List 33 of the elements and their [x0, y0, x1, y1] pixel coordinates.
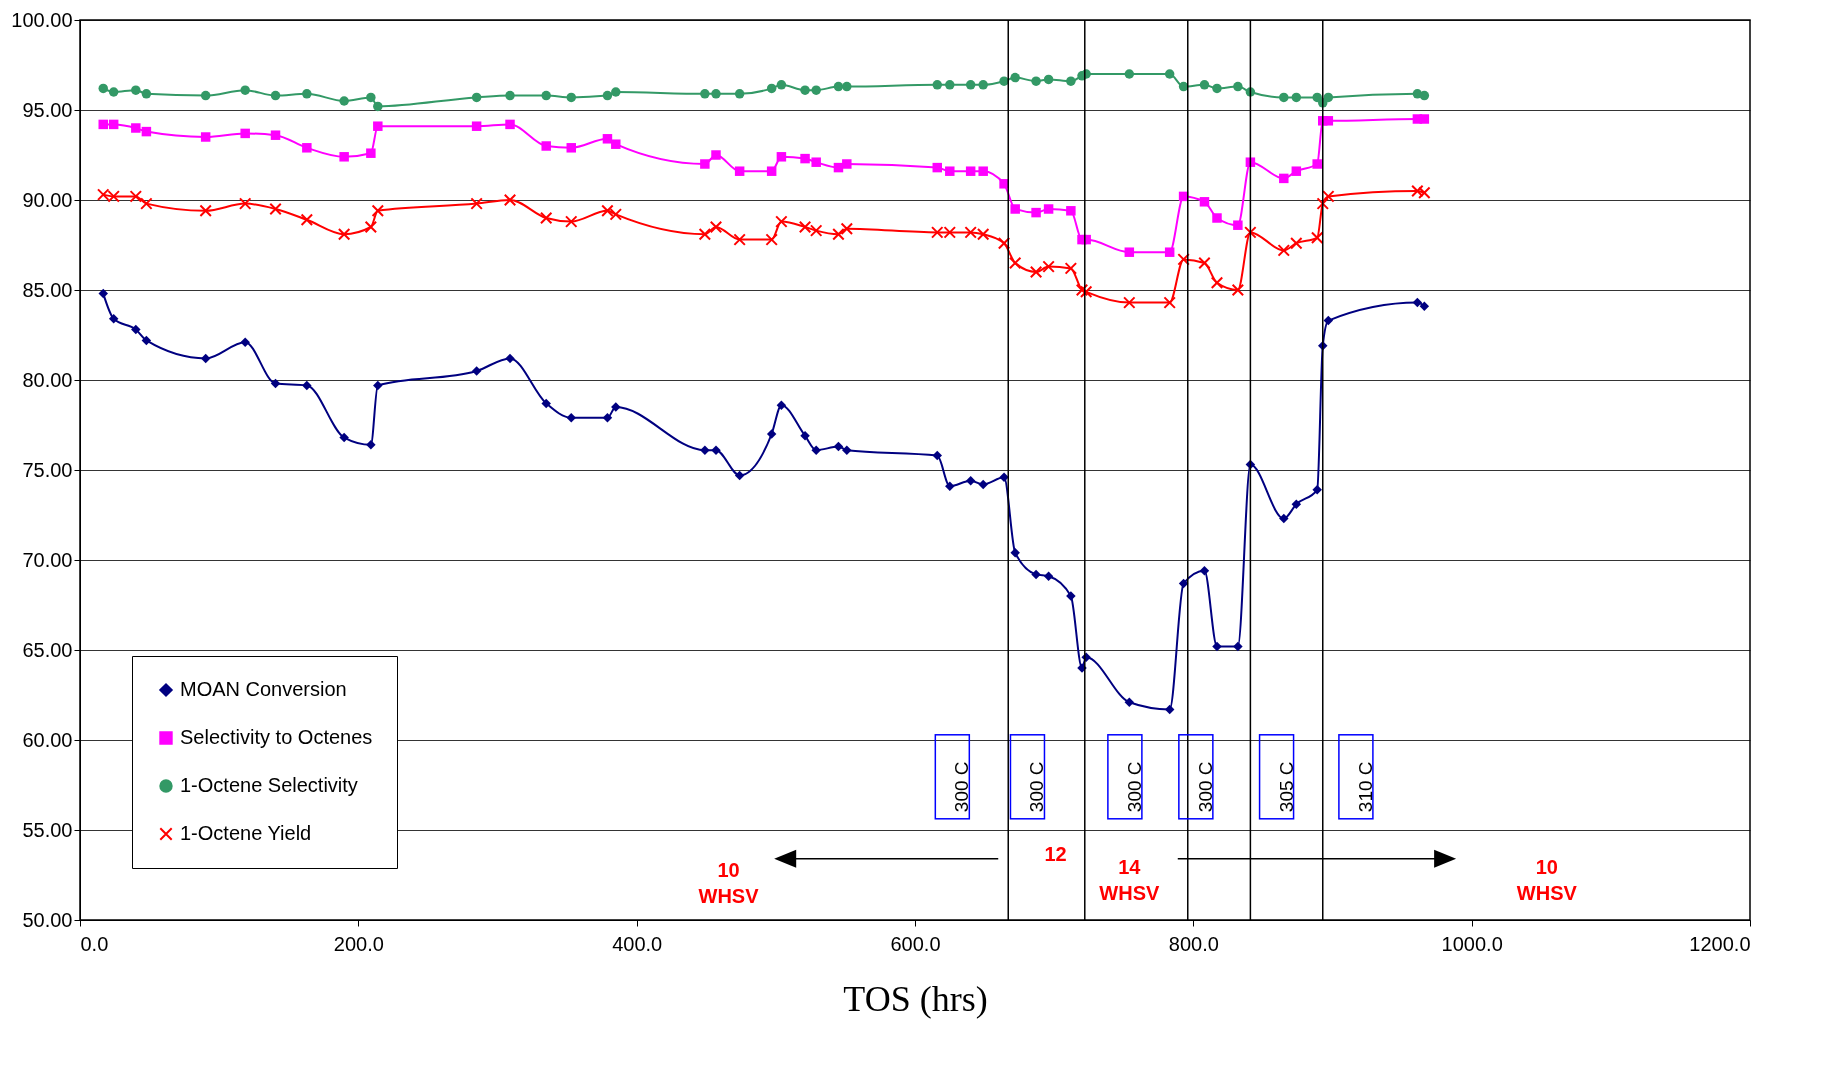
- y-tick-label: 50.00: [22, 908, 73, 931]
- annotation: 10 WHSV: [1516, 855, 1578, 904]
- y-tick-label: 90.00: [22, 188, 73, 211]
- legend-label: Selectivity to Octenes: [180, 726, 373, 748]
- annotation: 300 C: [1026, 761, 1048, 813]
- y-tick-label: 60.00: [22, 728, 73, 751]
- x-axis-title: TOS (hrs): [843, 978, 988, 1019]
- annotation: 300 C: [1194, 761, 1216, 813]
- y-tick-label: 100.00: [11, 8, 73, 31]
- annotation: 300 C: [1123, 761, 1145, 813]
- legend-label: 1-Octene Selectivity: [180, 774, 358, 796]
- legend-label: 1-Octene Yield: [180, 822, 312, 844]
- y-tick-label: 70.00: [22, 548, 73, 571]
- x-tick-label: 1000.0: [1441, 932, 1503, 955]
- x-tick-label: 800.0: [1168, 932, 1219, 955]
- annotation: 300 C: [951, 761, 973, 813]
- annotation: 310 C: [1354, 761, 1376, 813]
- annotation: 14 WHSV: [1099, 855, 1160, 904]
- y-tick-label: 85.00: [22, 278, 73, 301]
- y-tick-label: 80.00: [22, 368, 73, 391]
- y-tick-label: 75.00: [22, 458, 73, 481]
- legend-label: MOAN Conversion: [180, 678, 347, 700]
- annotation: 10 WHSV: [698, 859, 760, 908]
- x-tick-label: 600.0: [890, 932, 941, 955]
- x-tick-label: 0.0: [80, 932, 109, 955]
- annotation: 12: [1044, 843, 1067, 866]
- x-tick-label: 200.0: [333, 932, 384, 955]
- x-tick-label: 400.0: [612, 932, 663, 955]
- annotation: 305 C: [1275, 761, 1297, 813]
- y-tick-label: 55.00: [22, 818, 73, 841]
- y-tick-label: 95.00: [22, 98, 73, 121]
- y-tick-label: 65.00: [22, 638, 73, 661]
- x-tick-label: 1200.0: [1689, 932, 1751, 955]
